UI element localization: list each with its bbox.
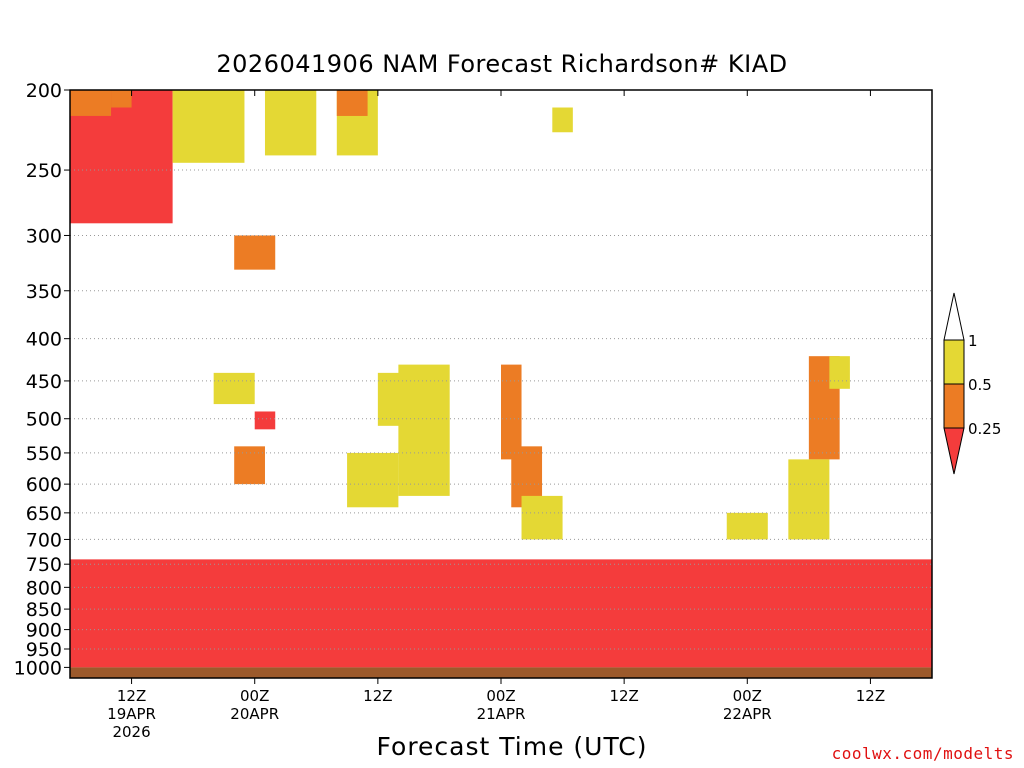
surface-band [70,667,932,678]
heatmap-cells [70,90,932,668]
y-tick-label: 200 [26,80,62,102]
heatmap-cell-orange [70,90,112,116]
x-tick-label: 12Z [363,687,392,705]
y-tick-label: 350 [26,281,62,303]
legend-swatch-yellow [943,339,965,385]
x-tick-date: 22APR [723,705,772,723]
legend-label: 0.5 [968,376,992,394]
x-tick-date: 21APR [477,705,526,723]
y-tick-label: 250 [26,160,62,182]
heatmap-cell-yellow [521,495,563,540]
heatmap-cell-yellow [726,512,768,540]
heatmap-cell-yellow [347,452,399,508]
credit-link[interactable]: coolwx.com/modelts [831,744,1014,763]
heatmap-cell-yellow [552,107,573,133]
y-tick-label: 550 [26,443,62,465]
y-tick-label: 600 [26,474,62,496]
heatmap-cell-yellow [213,372,255,405]
x-axis-title: Forecast Time (UTC) [376,732,648,761]
y-tick-label: 450 [26,371,62,393]
x-tick-year: 2026 [112,723,150,741]
y-tick-label: 900 [26,620,62,642]
heatmap-cell-yellow [264,90,317,156]
x-tick-label: 12Z [856,687,885,705]
y-tick-label: 300 [26,225,62,247]
legend-colorbar: 1 0.5 0.25 [943,292,1001,475]
legend-label: 1 [968,332,978,350]
legend-label: 0.25 [968,420,1001,438]
y-tick-label: 400 [26,329,62,351]
heatmap-cell-orange [111,90,132,108]
heatmap-cell-yellow [172,90,245,163]
chart-title: 2026041906 NAM Forecast Richardson# KIAD [216,50,788,78]
heatmap-cell-red [254,411,276,430]
y-tick-label: 750 [26,554,62,576]
y-tick-label: 950 [26,639,62,661]
heatmap-cell-orange [501,364,522,460]
x-tick-date: 19APR [107,705,156,723]
heatmap-cell-yellow [788,459,830,540]
legend-swatch-above-1 [943,292,965,341]
heatmap-cell-orange [234,446,265,485]
x-tick-label: 00Z [733,687,762,705]
x-tick-label: 00Z [240,687,269,705]
y-tick-label: 700 [26,529,62,551]
y-tick-label: 1000 [14,657,62,679]
legend-swatch-orange [943,383,965,429]
y-tick-label: 650 [26,503,62,525]
heatmap-cell-red [70,559,932,668]
y-tick-label: 850 [26,599,62,621]
legend-swatch-red [943,427,965,475]
heatmap-cell-orange [336,90,368,116]
y-tick-label: 800 [26,577,62,599]
heatmap-cell-yellow [829,356,850,389]
heatmap-cell-yellow [398,364,450,496]
heatmap-cell-orange [234,235,276,270]
x-tick-label: 00Z [486,687,515,705]
plot-frame [69,89,933,679]
x-tick-date: 20APR [230,705,279,723]
x-tick-label: 12Z [609,687,638,705]
x-tick-label: 12Z [117,687,146,705]
y-tick-label: 500 [26,409,62,431]
